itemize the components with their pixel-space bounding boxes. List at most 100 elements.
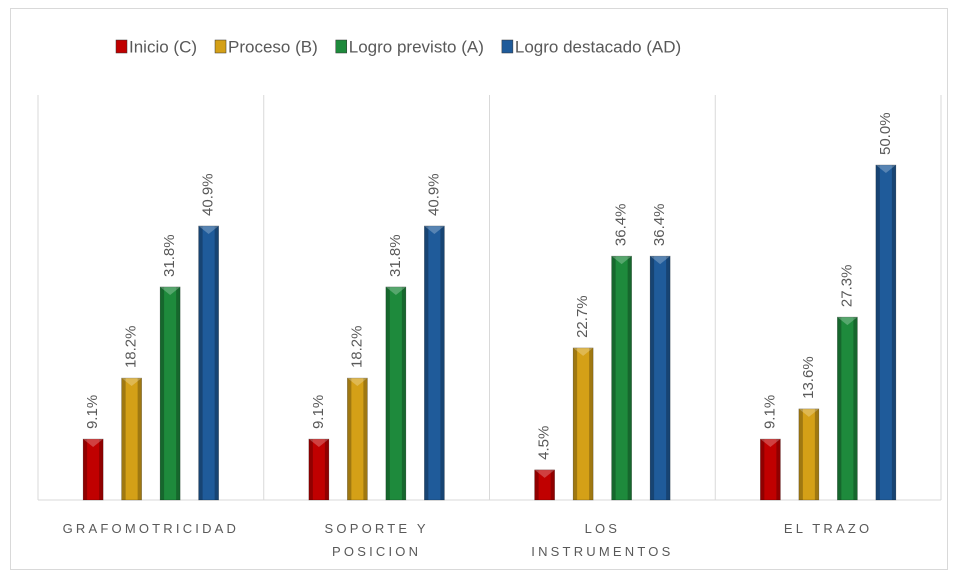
bar-bevel: [627, 256, 632, 500]
bar-cap: [160, 286, 181, 295]
bar: [611, 255, 632, 501]
x-tick-label: LOS INSTRUMENTOS: [531, 521, 673, 559]
bar-cap: [424, 225, 445, 234]
legend-label: Logro destacado (AD): [515, 37, 681, 56]
data-label: 18.2%: [348, 326, 365, 369]
bar-bevel: [875, 165, 880, 500]
bar-bevel: [121, 378, 126, 500]
bar-cap: [875, 165, 896, 173]
bar-bevel: [176, 286, 181, 500]
data-label: 18.2%: [123, 326, 140, 369]
data-label: 4.5%: [536, 426, 553, 460]
bar-cap: [385, 286, 406, 295]
bar: [875, 164, 897, 501]
data-label: 50.0%: [877, 112, 894, 155]
bar: [424, 225, 445, 501]
bar-cap: [650, 256, 671, 265]
bar-bevel: [324, 439, 329, 500]
bar-bevel: [550, 469, 555, 500]
bar-bevel: [308, 439, 313, 500]
bar-cap: [760, 439, 781, 448]
legend-swatch: [501, 39, 514, 54]
data-label: 36.4%: [651, 204, 668, 247]
data-label: 22.7%: [574, 295, 591, 338]
bar: [198, 225, 219, 501]
bar-bevel: [650, 256, 655, 500]
bar-bevel: [424, 225, 429, 500]
bar-cap: [347, 378, 368, 387]
bar-bevel: [891, 165, 896, 500]
bar-cap: [308, 439, 329, 448]
bar-bevel: [137, 378, 142, 500]
x-tick-label: EL TRAZO: [784, 521, 872, 536]
data-label: 40.9%: [200, 173, 217, 216]
bar-bevel: [401, 286, 406, 500]
bar-cap: [611, 256, 632, 265]
x-tick-label-line: SOPORTE Y: [325, 521, 429, 536]
data-label: 31.8%: [387, 234, 404, 277]
data-label: 9.1%: [761, 395, 778, 429]
bar: [308, 438, 330, 501]
data-label: 9.1%: [84, 395, 101, 429]
legend-label: Inicio (C): [129, 37, 197, 56]
bar-bevel: [160, 286, 165, 500]
bar-cap: [573, 347, 594, 356]
legend-label: Logro previsto (A): [349, 37, 484, 56]
x-tick-label-line: POSICION: [332, 544, 421, 559]
data-label: 36.4%: [613, 204, 630, 247]
data-label: 9.1%: [310, 395, 327, 429]
bar-bevel: [573, 347, 578, 500]
bar-bevel: [760, 439, 765, 500]
x-tick-label-line: GRAFOMOTRICIDAD: [63, 521, 240, 536]
bar-cap: [121, 378, 142, 387]
x-tick-label-line: LOS: [585, 521, 621, 536]
bar: [572, 347, 594, 501]
legend-swatch: [335, 39, 348, 54]
data-label: 40.9%: [425, 173, 442, 216]
x-tick-label: SOPORTE Y POSICION: [325, 521, 429, 559]
bar-bevel: [589, 347, 594, 500]
bar-bevel: [347, 378, 352, 500]
bar-bevel: [611, 256, 616, 500]
bar-bevel: [363, 378, 368, 500]
x-tick-label-line: INSTRUMENTOS: [531, 544, 673, 559]
bar-bevel: [440, 225, 445, 500]
data-label: 13.6%: [800, 356, 817, 399]
bar-cap: [198, 225, 219, 234]
legend-swatch: [214, 39, 227, 54]
bar-bevel: [385, 286, 390, 500]
bar-cap: [837, 317, 858, 326]
bar: [121, 377, 142, 501]
bar: [385, 286, 407, 501]
data-label: 31.8%: [161, 234, 178, 277]
bar-bevel: [837, 317, 842, 500]
bar: [837, 316, 858, 501]
bar-bevel: [853, 317, 858, 500]
legend-label: Proceso (B): [228, 37, 318, 56]
bar-bevel: [776, 439, 781, 500]
bar: [760, 438, 781, 501]
bar-cap: [534, 469, 555, 478]
bar: [649, 255, 671, 501]
bar-bevel: [83, 439, 88, 500]
bar-bevel: [99, 439, 104, 500]
bar: [534, 469, 555, 501]
bar-cap: [798, 408, 819, 417]
data-label: 27.3%: [838, 265, 855, 308]
bar-bevel: [798, 408, 803, 500]
bar: [159, 286, 181, 501]
bar-cap: [83, 439, 104, 448]
x-tick-label-line: EL TRAZO: [784, 521, 872, 536]
bar-bevel: [214, 225, 219, 500]
bar: [347, 377, 368, 501]
bar-bevel: [666, 256, 671, 500]
bar: [82, 438, 104, 501]
x-tick-label: GRAFOMOTRICIDAD: [63, 521, 240, 536]
bar-bevel: [534, 469, 539, 500]
legend-swatch: [115, 39, 128, 54]
bar-bevel: [198, 225, 203, 500]
bar-bevel: [814, 408, 819, 500]
bar: [798, 408, 820, 501]
